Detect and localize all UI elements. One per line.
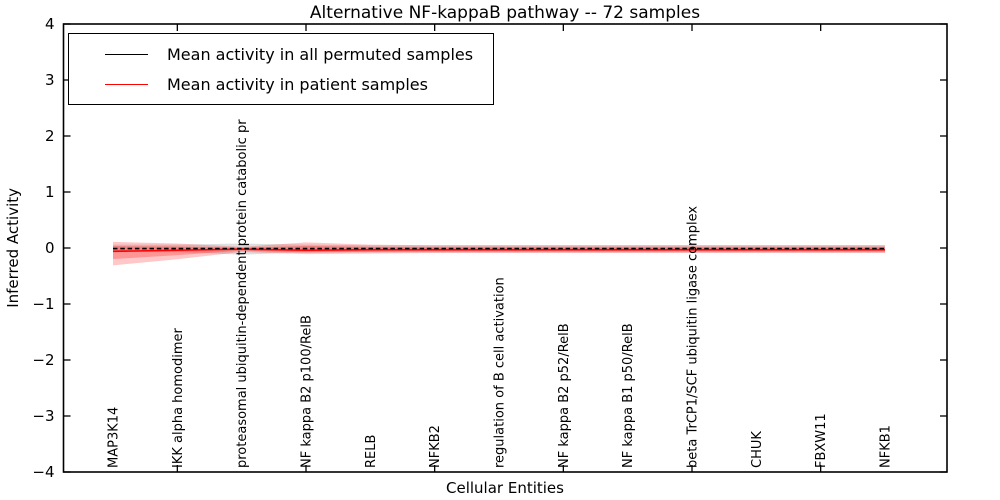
x-entity-label: NF kappa B1 p50/RelB bbox=[621, 323, 636, 468]
y-tick-label: −1 bbox=[32, 295, 54, 313]
y-axis-label: Inferred Activity bbox=[4, 188, 22, 308]
x-entity-label: MAP3K14 bbox=[107, 407, 122, 468]
patient-mean-line bbox=[112, 248, 885, 253]
x-axis-label: Cellular Entities bbox=[446, 479, 564, 497]
y-tick-label: 1 bbox=[45, 183, 55, 201]
y-axis-label-container: Inferred Activity bbox=[0, 24, 26, 472]
x-entity-label: IKK alpha homodimer bbox=[171, 327, 186, 468]
x-entity-label: NF kappa B2 p100/RelB bbox=[300, 315, 315, 468]
y-tick-label: 2 bbox=[45, 127, 55, 145]
legend: Mean activity in all permuted samples Me… bbox=[68, 33, 494, 105]
x-entity-label: proteasomal ubiquitin-dependent protein … bbox=[235, 119, 250, 468]
x-entity-label: RELB bbox=[364, 435, 379, 468]
y-tick-label: −3 bbox=[32, 407, 54, 425]
chart-title: Alternative NF-kappaB pathway -- 72 samp… bbox=[309, 3, 701, 23]
y-tick-label: −2 bbox=[32, 351, 54, 369]
x-entity-label: NF kappa B2 p52/RelB bbox=[557, 323, 572, 468]
legend-item-permuted: Mean activity in all permuted samples bbox=[69, 39, 493, 69]
legend-label-patient: Mean activity in patient samples bbox=[167, 74, 428, 94]
x-entity-label: NFKB2 bbox=[428, 425, 443, 468]
legend-item-patient: Mean activity in patient samples bbox=[69, 69, 493, 99]
x-entity-label: NFKB1 bbox=[879, 425, 894, 468]
y-tick-label: 4 bbox=[45, 15, 55, 33]
y-tick-label: 3 bbox=[45, 71, 55, 89]
legend-label-permuted: Mean activity in all permuted samples bbox=[167, 44, 474, 64]
y-tick-label: 0 bbox=[45, 239, 55, 257]
x-entity-label: FBXW11 bbox=[814, 413, 829, 468]
x-entity-label: CHUK bbox=[750, 431, 765, 468]
y-tick-label: −4 bbox=[32, 463, 54, 481]
x-entity-label: beta TrCP1/SCF ubiquitin ligase complex bbox=[686, 206, 701, 468]
patient-band-outer bbox=[113, 241, 885, 266]
legend-line-patient-icon bbox=[105, 83, 148, 85]
legend-line-permuted-icon bbox=[105, 53, 148, 55]
x-entity-label: regulation of B cell activation bbox=[493, 277, 508, 468]
